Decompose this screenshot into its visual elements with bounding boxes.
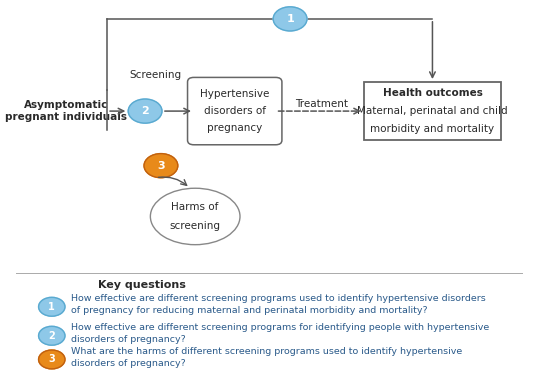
Circle shape <box>273 7 307 31</box>
Text: disorders of pregnancy?: disorders of pregnancy? <box>71 335 186 344</box>
Circle shape <box>128 99 162 123</box>
Text: Treatment: Treatment <box>295 99 348 109</box>
Text: 3: 3 <box>157 161 165 170</box>
Text: Harms of: Harms of <box>172 202 219 212</box>
Text: pregnancy: pregnancy <box>207 123 263 133</box>
Text: of pregnancy for reducing maternal and perinatal morbidity and mortality?: of pregnancy for reducing maternal and p… <box>71 306 428 315</box>
Text: Screening: Screening <box>130 70 182 80</box>
Text: What are the harms of different screening programs used to identify hypertensive: What are the harms of different screenin… <box>71 347 463 356</box>
Text: 1: 1 <box>286 14 294 24</box>
Text: disorders of pregnancy?: disorders of pregnancy? <box>71 359 186 368</box>
Circle shape <box>144 154 178 178</box>
Text: Maternal, perinatal and child: Maternal, perinatal and child <box>357 106 508 116</box>
Text: How effective are different screening programs for identifying people with hyper: How effective are different screening pr… <box>71 323 490 332</box>
Text: 3: 3 <box>48 354 55 364</box>
Text: 2: 2 <box>141 106 149 116</box>
Text: 2: 2 <box>48 331 55 341</box>
Text: Hypertensive: Hypertensive <box>200 89 270 99</box>
Text: morbidity and mortality: morbidity and mortality <box>370 124 494 134</box>
Ellipse shape <box>150 188 240 245</box>
FancyBboxPatch shape <box>188 78 282 145</box>
Text: Key questions: Key questions <box>97 280 186 290</box>
Text: screening: screening <box>169 221 221 231</box>
Text: Health outcomes: Health outcomes <box>383 88 483 98</box>
Text: 1: 1 <box>48 302 55 312</box>
Bar <box>364 82 501 140</box>
Text: How effective are different screening programs used to identify hypertensive dis: How effective are different screening pr… <box>71 294 486 303</box>
Circle shape <box>39 326 65 345</box>
Circle shape <box>39 297 65 316</box>
Circle shape <box>39 350 65 369</box>
Text: Asymptomatic
pregnant individuals: Asymptomatic pregnant individuals <box>5 100 127 122</box>
Text: disorders of: disorders of <box>204 106 266 116</box>
